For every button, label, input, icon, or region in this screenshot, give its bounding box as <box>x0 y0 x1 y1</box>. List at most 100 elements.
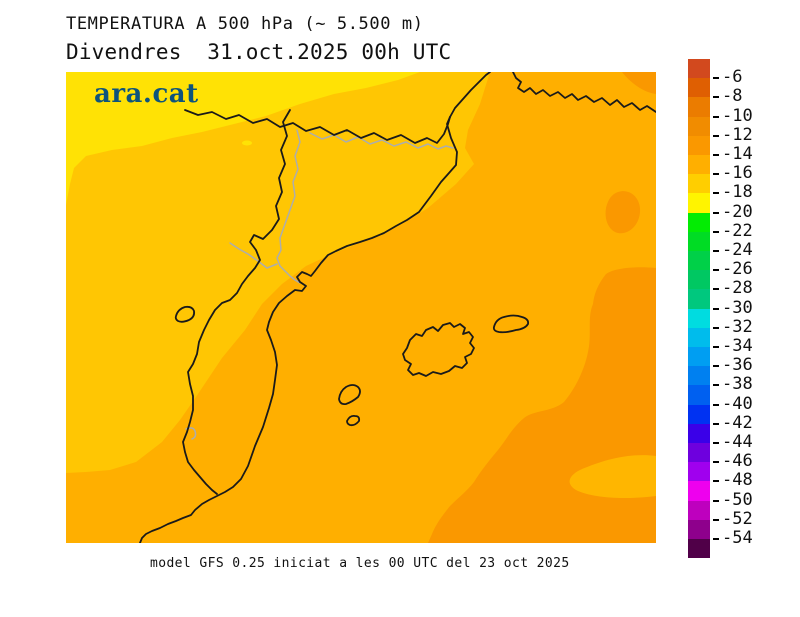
colorbar-tick-label: -14 <box>722 144 753 165</box>
colorbar-tick-label: -10 <box>722 105 753 126</box>
colorbar-segment <box>688 481 710 501</box>
colorbar-tick <box>713 192 719 195</box>
colorbar-tick <box>713 461 719 464</box>
colorbar-tick-label: -50 <box>722 489 753 510</box>
coast-catalonia-valencia <box>139 116 458 544</box>
colorbar-tick-label: -32 <box>722 316 753 337</box>
colorbar-tick-label: -30 <box>722 297 753 318</box>
island-eivissa <box>338 384 361 406</box>
colorbar-segment <box>688 212 710 232</box>
colorbar-tick <box>713 115 719 118</box>
temp-band-minus14-inner-patch <box>569 455 656 498</box>
colorbar-segment <box>688 539 710 559</box>
island-columbretes <box>174 305 196 323</box>
temp-band-minus18-region <box>66 72 420 205</box>
colorbar-tick <box>713 77 719 80</box>
temp-band-minus12-corner <box>622 72 656 94</box>
map-title: TEMPERATURA A 500 hPa (~ 5.500 m) <box>66 14 424 34</box>
colorbar-tick-label: -40 <box>722 393 753 414</box>
colorbar-segment <box>688 519 710 539</box>
colorbar-tick <box>713 518 719 521</box>
island-mallorca <box>402 322 475 377</box>
colorbar-tick <box>713 250 719 252</box>
colorbar-tick-label: -42 <box>722 412 753 433</box>
colorbar-segment <box>688 155 710 175</box>
colorbar-tick-label: -16 <box>722 163 753 184</box>
colorbar-segment <box>688 308 710 328</box>
map-subtitle-date: Divendres 31.oct.2025 00h UTC <box>66 40 452 64</box>
colorbar-segment <box>688 347 710 367</box>
colorbar-tick <box>713 134 719 137</box>
colorbar-segment <box>688 500 710 520</box>
colorbar-segment <box>688 78 710 98</box>
colorbar-tick-label: -18 <box>722 182 753 203</box>
colorbar-segment <box>688 116 710 136</box>
colorbar-tick-label: -12 <box>722 124 753 145</box>
coast-cap-de-creus <box>449 71 491 118</box>
colorbar-segment <box>688 59 710 79</box>
colorbar-tick-label: -52 <box>722 508 753 529</box>
colorbar-tick <box>713 96 719 99</box>
border-aragon <box>182 109 291 495</box>
colorbar-segment <box>688 404 710 424</box>
colorbar-tick-label: -22 <box>722 220 753 241</box>
model-run-caption: model GFS 0.25 iniciat a les 00 UTC del … <box>150 556 570 571</box>
colorbar-tick-label: -54 <box>722 528 753 549</box>
colorbar-tick <box>713 269 719 272</box>
colorbar-tick <box>713 538 719 540</box>
pyrenees-border <box>184 109 451 144</box>
colorbar-segment <box>688 193 710 213</box>
colorbar-tick-label: -8 <box>722 86 743 107</box>
colorbar-tick-label: -24 <box>722 240 753 261</box>
temp-band-minus16-region <box>66 72 490 473</box>
colorbar-tick-label: -6 <box>722 67 743 88</box>
colorbar-tick-label: -26 <box>722 259 753 280</box>
colorbar-tick <box>713 154 719 156</box>
colorbar-tick <box>713 480 719 483</box>
weather-map <box>66 71 657 544</box>
river-ebre <box>276 129 301 284</box>
colorbar-tick-label: -46 <box>722 451 753 472</box>
colorbar-tick-label: -48 <box>722 470 753 491</box>
colorbar-tick <box>713 346 719 348</box>
colorbar-tick <box>713 211 719 214</box>
colorbar-segment <box>688 423 710 443</box>
colorbar-tick <box>713 230 719 233</box>
island-menorca <box>492 314 530 334</box>
coastline-layer <box>139 71 657 544</box>
colorbar-tick <box>713 365 719 368</box>
colorbar-tick <box>713 422 719 425</box>
colorbar-tick <box>713 173 719 176</box>
colorbar-segment <box>688 251 710 271</box>
colorbar-segment <box>688 97 710 117</box>
colorbar-tick-label: -44 <box>722 432 753 453</box>
colorbar-segment <box>688 462 710 482</box>
colorbar-segment <box>688 174 710 194</box>
colorbar-tick-label: -34 <box>722 336 753 357</box>
coast-france <box>512 71 657 113</box>
colorbar-tick <box>713 384 719 387</box>
colorbar-segment <box>688 443 710 463</box>
river-ebre-west-branch <box>229 242 278 269</box>
colorbar-tick <box>713 499 719 502</box>
albufera-outline <box>185 427 197 440</box>
colorbar-tick-label: -36 <box>722 355 753 376</box>
temp-band-minus18-spot <box>242 140 252 146</box>
colorbar-tick-label: -20 <box>722 201 753 222</box>
river-ter <box>309 132 454 150</box>
colorbar-tick <box>713 307 719 310</box>
colorbar-tick <box>713 442 719 444</box>
colorbar-segment <box>688 135 710 155</box>
colorbar-tick <box>713 288 719 291</box>
colorbar-tick-label: -38 <box>722 374 753 395</box>
colorbar-segment <box>688 366 710 386</box>
river-lines <box>185 129 454 440</box>
temp-band-minus12-blob <box>605 191 641 234</box>
colorbar-segment <box>688 231 710 251</box>
colorbar-tick-label: -28 <box>722 278 753 299</box>
ara-cat-logo: ara.cat <box>94 79 199 109</box>
colorbar-tick <box>713 403 719 406</box>
colorbar-segment <box>688 270 710 290</box>
colorbar-segment <box>688 327 710 347</box>
colorbar: -6 -8 -10 -12 -14 -16 -18 -20 -22 -24 -26 -28 -30 -32… <box>688 59 800 565</box>
